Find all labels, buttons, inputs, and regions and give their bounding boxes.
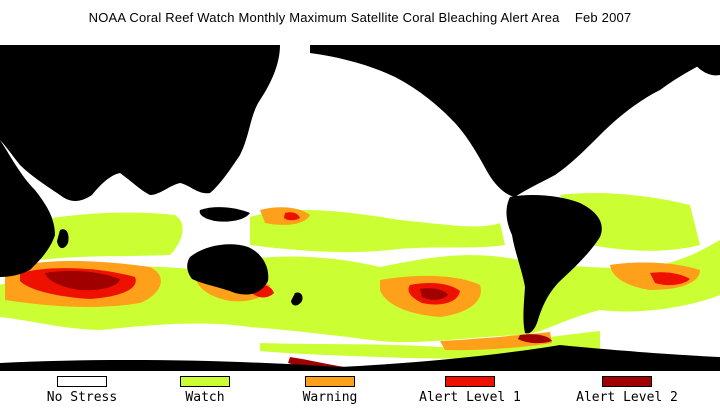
legend-item-warning: Warning xyxy=(260,374,400,411)
title-text: NOAA Coral Reef Watch Monthly Maximum Sa… xyxy=(88,10,560,25)
alert2-zone-south-pacific xyxy=(420,288,448,300)
legend-item-alert-level-1: Alert Level 1 xyxy=(400,374,540,411)
alert1-zone-coral-sea xyxy=(284,212,300,221)
title-date: Feb 2007 xyxy=(574,10,632,25)
legend-swatch-alert-level-1 xyxy=(445,376,495,387)
alert-area-map xyxy=(0,45,720,371)
legend-label-alert-level-1: Alert Level 1 xyxy=(419,390,521,405)
legend-swatch-no-stress xyxy=(57,376,107,387)
legend-swatch-watch xyxy=(180,376,230,387)
land-antarctica xyxy=(0,345,720,371)
watch-zone-pacific-tropics xyxy=(250,209,505,253)
land-asia-europe xyxy=(0,45,280,201)
alert1-zone-south-atlantic xyxy=(650,272,690,286)
land-madagascar xyxy=(57,229,69,249)
land-north-america xyxy=(310,45,720,197)
legend-swatch-warning xyxy=(305,376,355,387)
legend-item-watch: Watch xyxy=(135,374,275,411)
world-map-svg xyxy=(0,45,720,371)
land-masses xyxy=(0,45,720,371)
alert-level-2-zones xyxy=(2,54,552,368)
land-new-zealand xyxy=(291,292,303,306)
alert2-zone-antarctic-peninsula xyxy=(518,334,552,344)
legend-item-no-stress: No Stress xyxy=(12,374,152,411)
land-africa xyxy=(0,140,55,277)
map-title: NOAA Coral Reef Watch Monthly Maximum Sa… xyxy=(0,10,720,25)
legend-label-no-stress: No Stress xyxy=(46,390,118,405)
land-indonesia xyxy=(199,207,250,222)
alert2-zone-south-indian xyxy=(45,271,120,291)
land-south-america xyxy=(506,195,602,334)
legend-item-alert-level-2: Alert Level 2 xyxy=(557,374,697,411)
land-australia xyxy=(187,244,269,295)
watch-zone-indian-ocean xyxy=(40,212,183,260)
legend: No Stress Watch Warning Alert Level 1 Al… xyxy=(0,374,720,411)
legend-label-watch: Watch xyxy=(185,390,225,405)
land-greenland xyxy=(689,45,720,76)
legend-label-warning: Warning xyxy=(302,390,358,405)
legend-label-alert-level-2: Alert Level 2 xyxy=(576,390,678,405)
legend-swatch-alert-level-2 xyxy=(602,376,652,387)
